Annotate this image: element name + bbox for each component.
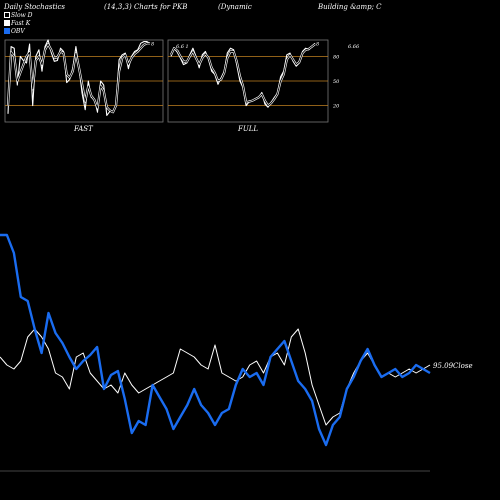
obv-line (0, 233, 431, 447)
header-params: (14,3,3) Charts for PKB (104, 3, 188, 11)
top-value-label: 6.6 1 (176, 44, 189, 50)
panel-title: FAST (73, 125, 94, 133)
legend-fast-k-swatch (4, 20, 10, 26)
y-tick-label: 50 (333, 79, 340, 85)
header-title: Daily Stochastics (4, 3, 66, 11)
end-value-label: 8 (316, 41, 319, 47)
end-value-label: 8 (151, 41, 154, 47)
panel-title: FULL (237, 125, 258, 133)
side-value-label: 6.66 (348, 44, 360, 50)
legend-obv-swatch (4, 28, 10, 34)
slow-d-line (170, 43, 316, 107)
fast-stochastic-panel: 8050208FAST (4, 39, 175, 133)
y-tick-label: 20 (332, 104, 340, 110)
full-stochastic-panel: 80 50 20 8 FULL 6.6 1 6.66 (167, 39, 360, 133)
legend-slow-d-label: Slow D (11, 12, 33, 19)
legend-slow-d-swatch (4, 12, 10, 18)
header-company-b: Building &amp; C (318, 3, 382, 11)
legend-fast-k: Fast K (4, 20, 30, 27)
legend-slow-d: Slow D (4, 12, 33, 19)
legend-obv-label: OBV (11, 28, 25, 35)
header-company-a: (Dynamic (218, 3, 252, 11)
y-tick-label: 80 (333, 54, 340, 60)
close-line (0, 328, 431, 426)
close-value-label: 95.09Close (433, 362, 473, 370)
slow-d-line (7, 42, 150, 113)
legend-obv: OBV (4, 28, 25, 35)
legend-fast-k-label: Fast K (11, 20, 31, 27)
price-obv-panel: 95.09Close (0, 233, 473, 472)
